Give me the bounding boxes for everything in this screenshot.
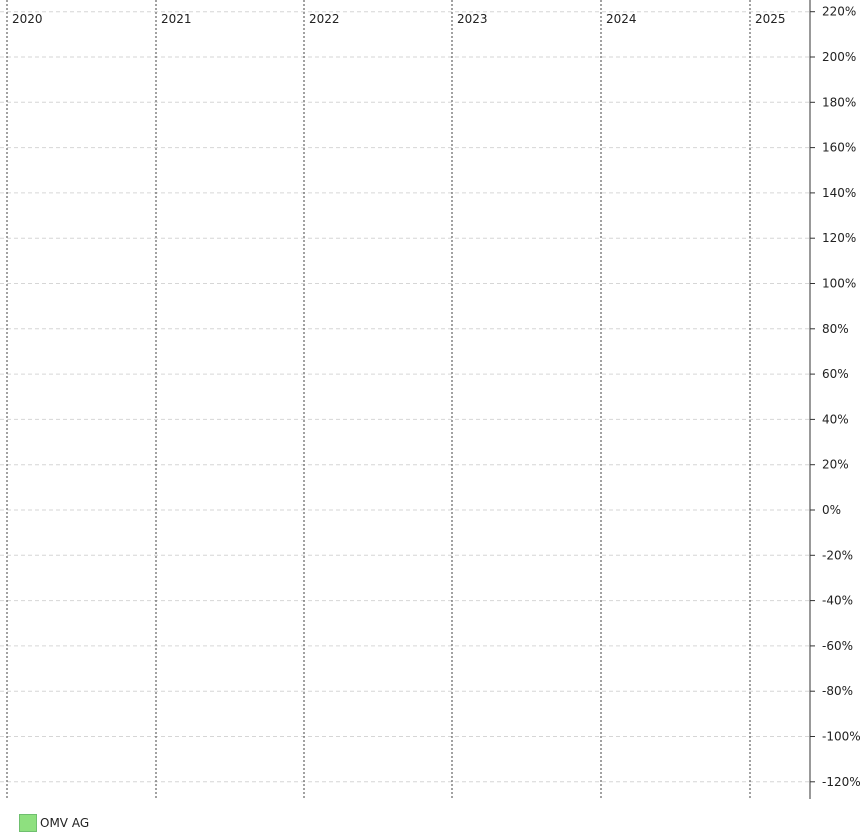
y-tick-label: 80%	[822, 322, 849, 336]
y-tick-label: 160%	[822, 141, 856, 155]
y-tick-label: 220%	[822, 5, 856, 19]
y-tick-label: -40%	[822, 594, 853, 608]
y-tick-label: 140%	[822, 186, 856, 200]
y-tick-label: 100%	[822, 277, 856, 291]
y-tick-label: -120%	[822, 775, 861, 789]
x-tick-label: 2023	[457, 12, 488, 26]
x-axis: 2020 2021 2022 2023 2024 2025	[6, 0, 786, 799]
x-tick-label: 2021	[161, 12, 192, 26]
x-tick-label: 2020	[12, 12, 43, 26]
y-tick-label: 180%	[822, 95, 856, 109]
y-tick-label: 200%	[822, 50, 856, 64]
legend-label-omv-ag: OMV AG	[40, 816, 90, 830]
x-tick-label: 2025	[755, 12, 786, 26]
y-tick-label: -100%	[822, 730, 861, 744]
y-tick-label: 60%	[822, 367, 849, 381]
y-tick-label: 120%	[822, 231, 856, 245]
y-tick-label: 40%	[822, 412, 849, 426]
y-tick-label: -20%	[822, 548, 853, 562]
y-axis: 220% 200% 180% 160% 140% 120% 100% 80% 60% 40% 20%…	[809, 0, 861, 799]
legend: OMV AG	[19, 814, 89, 832]
grid	[0, 11, 810, 783]
x-tick-label: 2022	[309, 12, 340, 26]
y-tick-label: -60%	[822, 639, 853, 653]
legend-swatch-omv-ag	[19, 814, 37, 832]
x-tick-label: 2024	[606, 12, 637, 26]
y-tick-label: 20%	[822, 458, 849, 472]
y-tick-label: 0%	[822, 503, 841, 517]
y-tick-label: -80%	[822, 684, 853, 698]
